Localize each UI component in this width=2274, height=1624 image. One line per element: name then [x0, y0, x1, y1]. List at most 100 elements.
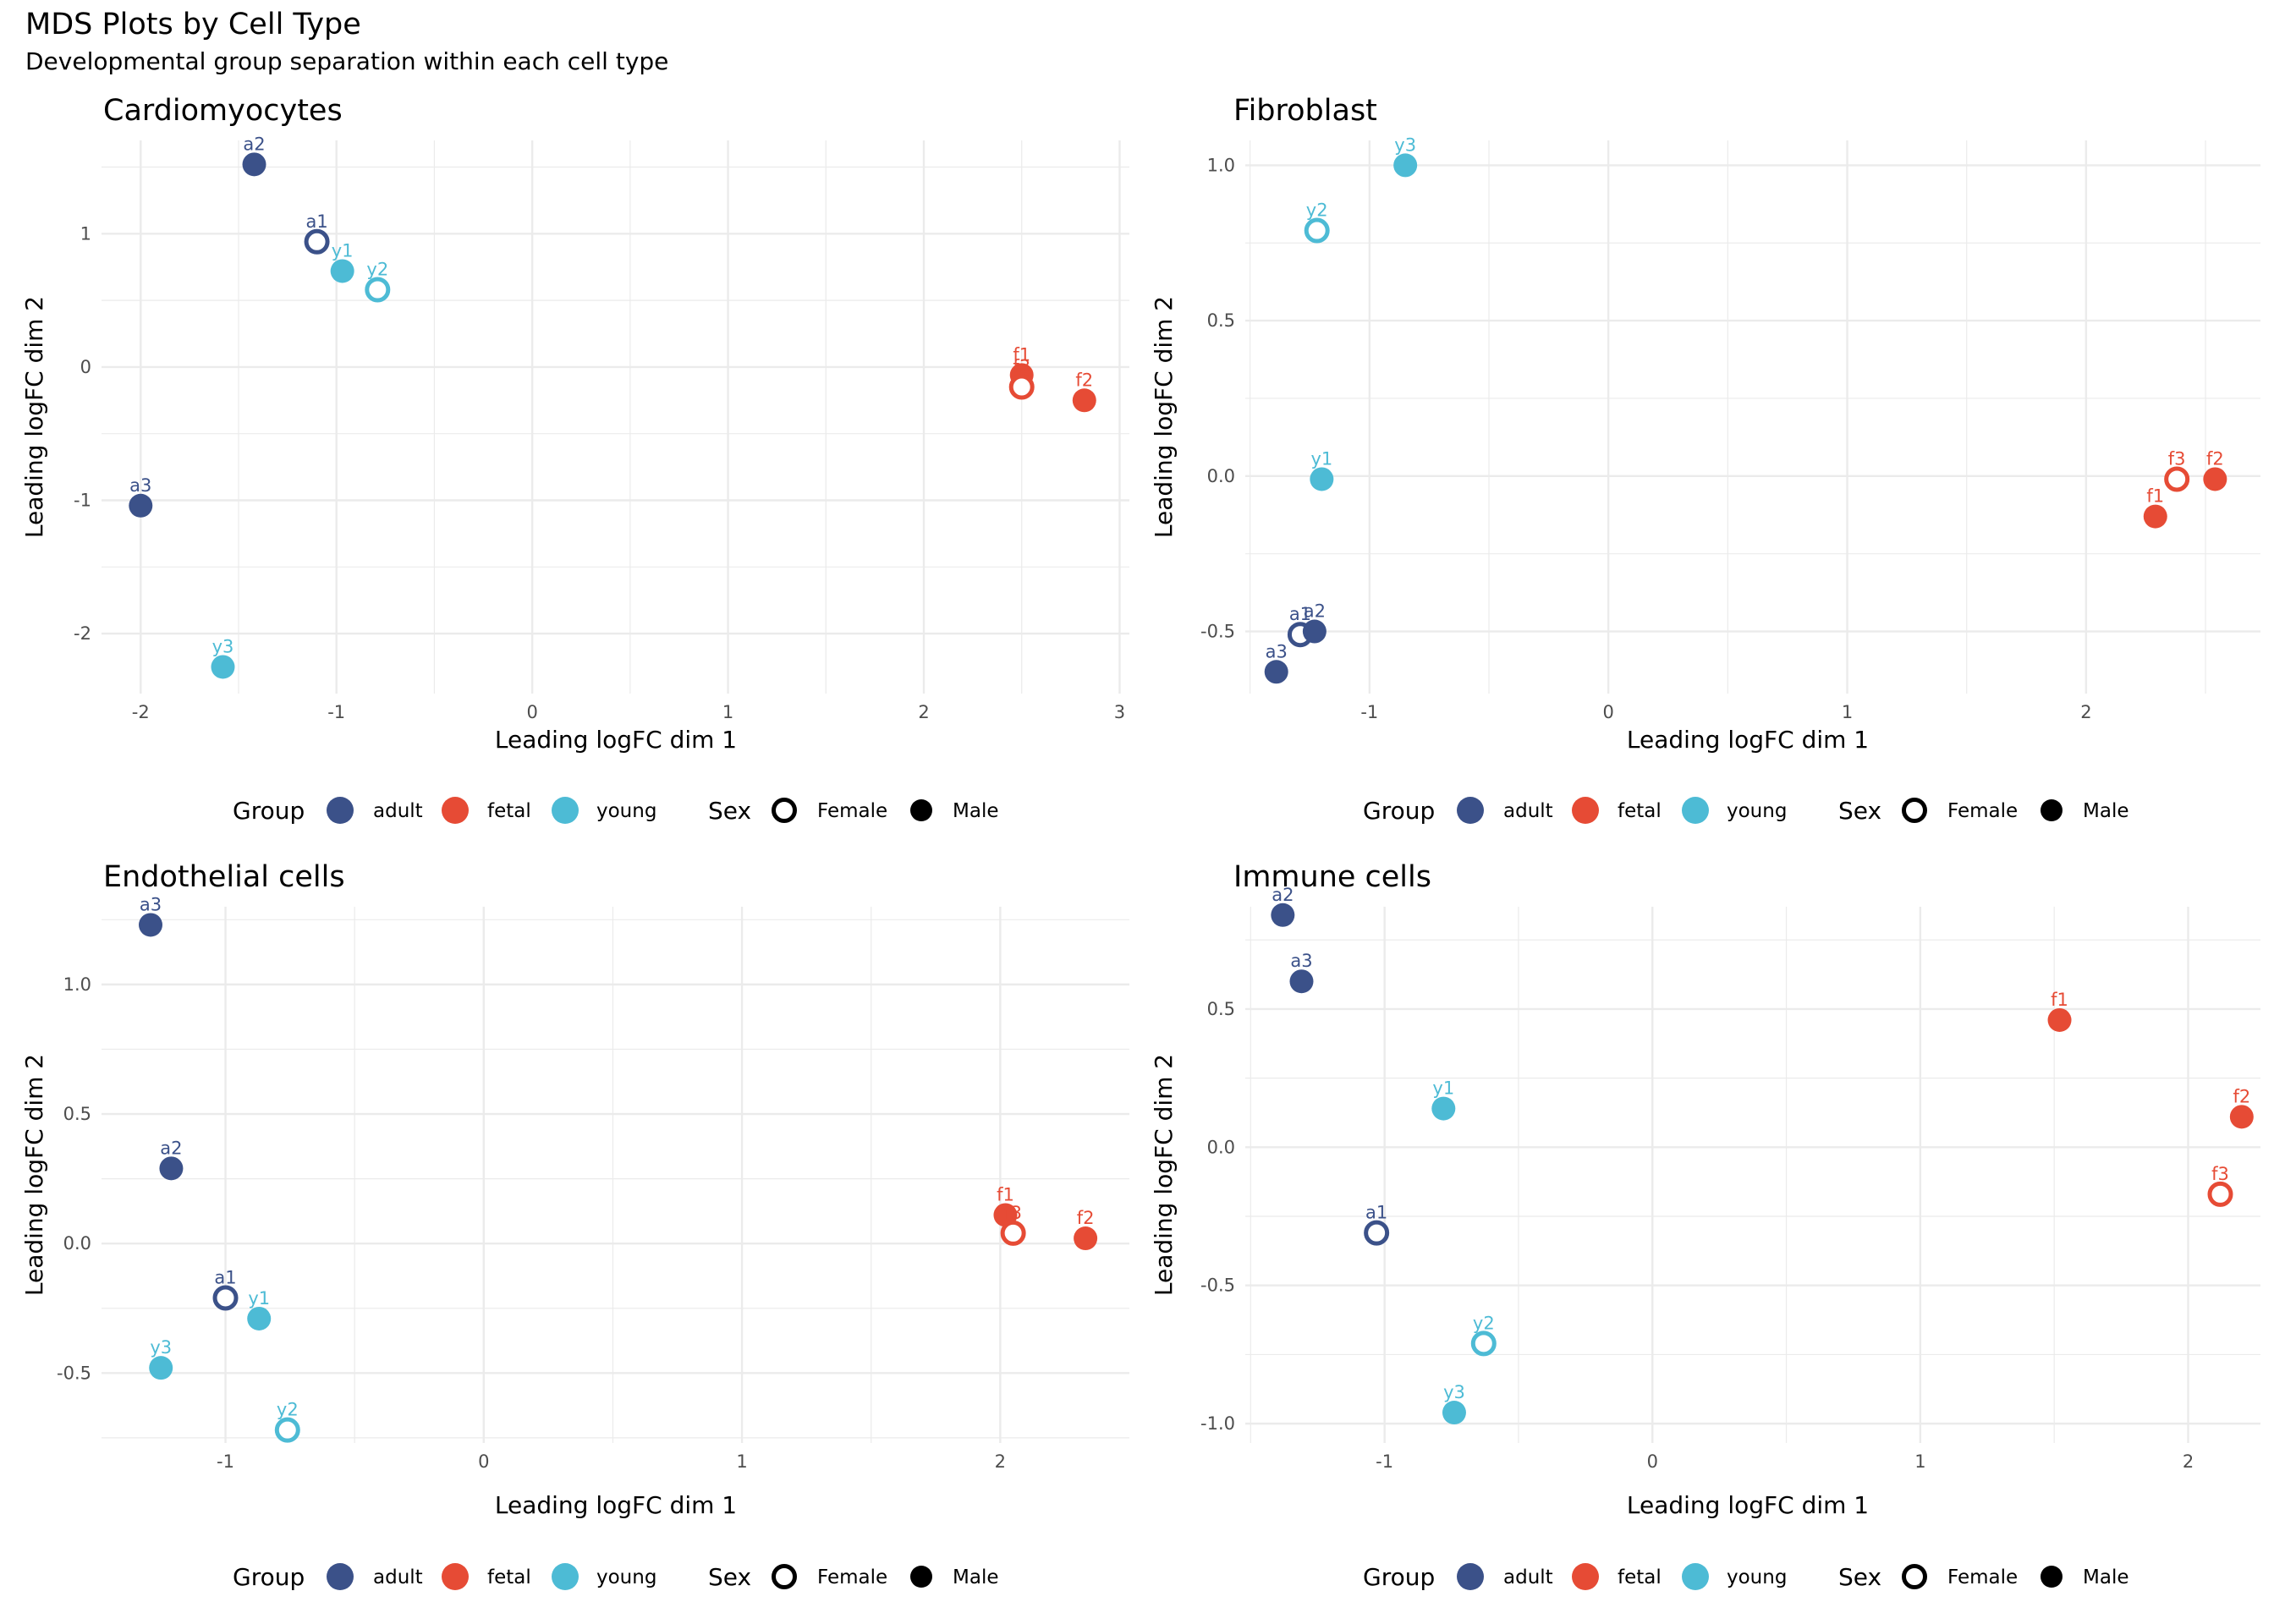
point-y3 [149, 1356, 173, 1380]
point-f2 [2229, 1105, 2254, 1129]
legend-male-label: Male [953, 1566, 998, 1588]
point-label-y1: y1 [248, 1288, 270, 1309]
point-label-a2: a2 [160, 1138, 182, 1158]
x-axis-label: Leading logFC dim 1 [1627, 1491, 1869, 1519]
y-tick-label: -0.5 [57, 1363, 91, 1383]
point-label-a2: a2 [1272, 885, 1294, 905]
point-y2 [1470, 1330, 1497, 1357]
legend: Group adult fetal young Sex Female Male [1363, 1563, 2128, 1591]
legend-female-label: Female [817, 800, 887, 822]
y-tick-label: -0.5 [1200, 1276, 1235, 1296]
x-tick-label: 1 [1842, 702, 1853, 722]
y-tick-label: -1.0 [1200, 1413, 1235, 1434]
y-tick-label: 1 [80, 223, 91, 244]
legend-male-label: Male [953, 800, 998, 822]
y-tick-label: -0.5 [1200, 622, 1235, 642]
point-label-y2: y2 [366, 260, 388, 280]
legend-adult-label: adult [373, 1566, 423, 1588]
point-y2 [274, 1417, 300, 1443]
legend-adult-label: adult [1503, 1566, 1553, 1588]
panel-title: Endothelial cells [103, 860, 345, 894]
point-y1 [330, 259, 354, 283]
legend-female-label: Female [817, 1566, 887, 1588]
point-label-y2: y2 [1306, 200, 1328, 221]
point-a3 [139, 913, 163, 937]
legend-female-swatch [1902, 1564, 1927, 1589]
point-f1 [2143, 504, 2167, 529]
y-tick-label: 0 [80, 357, 91, 377]
panels: -2 -1 0 1 2 3 -2 -1 0 1 Cardiomyocytes Leading logF… [20, 94, 2260, 1591]
point-label-f2: f2 [1075, 370, 1093, 390]
point-y2 [365, 277, 391, 303]
point-a1 [212, 1285, 239, 1311]
x-tick-label: 0 [526, 702, 537, 722]
legend-young-swatch [552, 1563, 579, 1590]
panel-3: -1 0 1 2 -0.5 0.0 0.5 1.0 Endothelial cells Leadi… [20, 860, 1129, 1591]
point-a2 [242, 152, 266, 177]
legend-adult-label: adult [373, 800, 423, 822]
x-tick-label: -1 [327, 702, 345, 722]
panel-title: Cardiomyocytes [103, 94, 343, 128]
y-axis-label: Leading logFC dim 2 [1150, 296, 1178, 538]
y-tick-label: -1 [74, 490, 91, 510]
legend-adult-swatch [327, 797, 354, 824]
point-label-y3: y3 [212, 636, 234, 656]
legend-fetal-label: fetal [1618, 1566, 1662, 1588]
point-label-a1: a1 [1365, 1203, 1387, 1223]
legend-young-label: young [596, 1566, 656, 1588]
legend: Group adult fetal young Sex Female Male [233, 797, 998, 825]
point-y3 [1393, 153, 1418, 178]
figure-subtitle: Developmental group separation within ea… [25, 47, 668, 75]
point-label-a1: a1 [214, 1267, 236, 1287]
point-label-f3: f3 [2168, 448, 2186, 469]
point-label-y3: y3 [150, 1337, 172, 1358]
point-label-f2: f2 [2206, 448, 2224, 469]
point-f1 [2047, 1007, 2072, 1032]
legend-fetal-swatch [1572, 797, 1599, 824]
legend: Group adult fetal young Sex Female Male [233, 1563, 998, 1591]
panel-1: -2 -1 0 1 2 3 -2 -1 0 1 Cardiomyocytes Leading logF… [20, 94, 1129, 825]
point-label-f2: f2 [2233, 1086, 2250, 1106]
y-tick-label: -2 [74, 623, 91, 644]
legend-fetal-swatch [442, 1563, 469, 1590]
point-f2 [1074, 1226, 1098, 1251]
legend-female-swatch [1902, 798, 1927, 823]
legend-sex-title: Sex [1838, 797, 1881, 825]
legend-group-title: Group [1363, 797, 1435, 825]
legend-adult-swatch [327, 1563, 354, 1590]
point-f2 [2203, 467, 2227, 491]
point-a2 [159, 1156, 184, 1181]
legend-group-title: Group [233, 1563, 305, 1591]
legend-young-label: young [1727, 1566, 1787, 1588]
legend-female-swatch [772, 1564, 797, 1589]
point-f3 [2207, 1181, 2233, 1207]
x-tick-label: 1 [736, 1451, 747, 1472]
legend-male-swatch [2041, 799, 2063, 821]
point-label-a3: a3 [1266, 641, 1288, 661]
x-tick-label: -1 [1360, 702, 1378, 722]
y-tick-label: 1.0 [1207, 155, 1235, 175]
legend-sex-title: Sex [708, 1563, 751, 1591]
legend-young-label: young [596, 800, 656, 822]
legend-female-swatch [772, 798, 797, 823]
x-tick-label: -1 [217, 1451, 234, 1472]
point-a2 [1302, 619, 1326, 644]
y-tick-label: 0.5 [1207, 310, 1235, 331]
point-f3 [1008, 374, 1035, 400]
legend-sex-title: Sex [1838, 1563, 1881, 1591]
x-tick-label: 0 [1647, 1451, 1658, 1472]
point-label-y1: y1 [1432, 1078, 1454, 1099]
point-a3 [1264, 660, 1288, 684]
y-tick-label: 0.5 [1207, 999, 1235, 1019]
point-a3 [1289, 969, 1314, 994]
legend-male-label: Male [2083, 800, 2128, 822]
legend-male-swatch [2041, 1566, 2063, 1588]
point-label-a3: a3 [1290, 951, 1312, 971]
legend-fetal-label: fetal [487, 1566, 531, 1588]
legend-sex-title: Sex [708, 797, 751, 825]
point-y1 [247, 1306, 272, 1330]
legend-young-swatch [1682, 797, 1709, 824]
legend-male-swatch [910, 799, 932, 821]
panel-4: -1 0 1 2 -1.0 -0.5 0.0 0.5 Immune cells Leading l… [1150, 860, 2260, 1591]
point-y2 [1304, 217, 1330, 244]
